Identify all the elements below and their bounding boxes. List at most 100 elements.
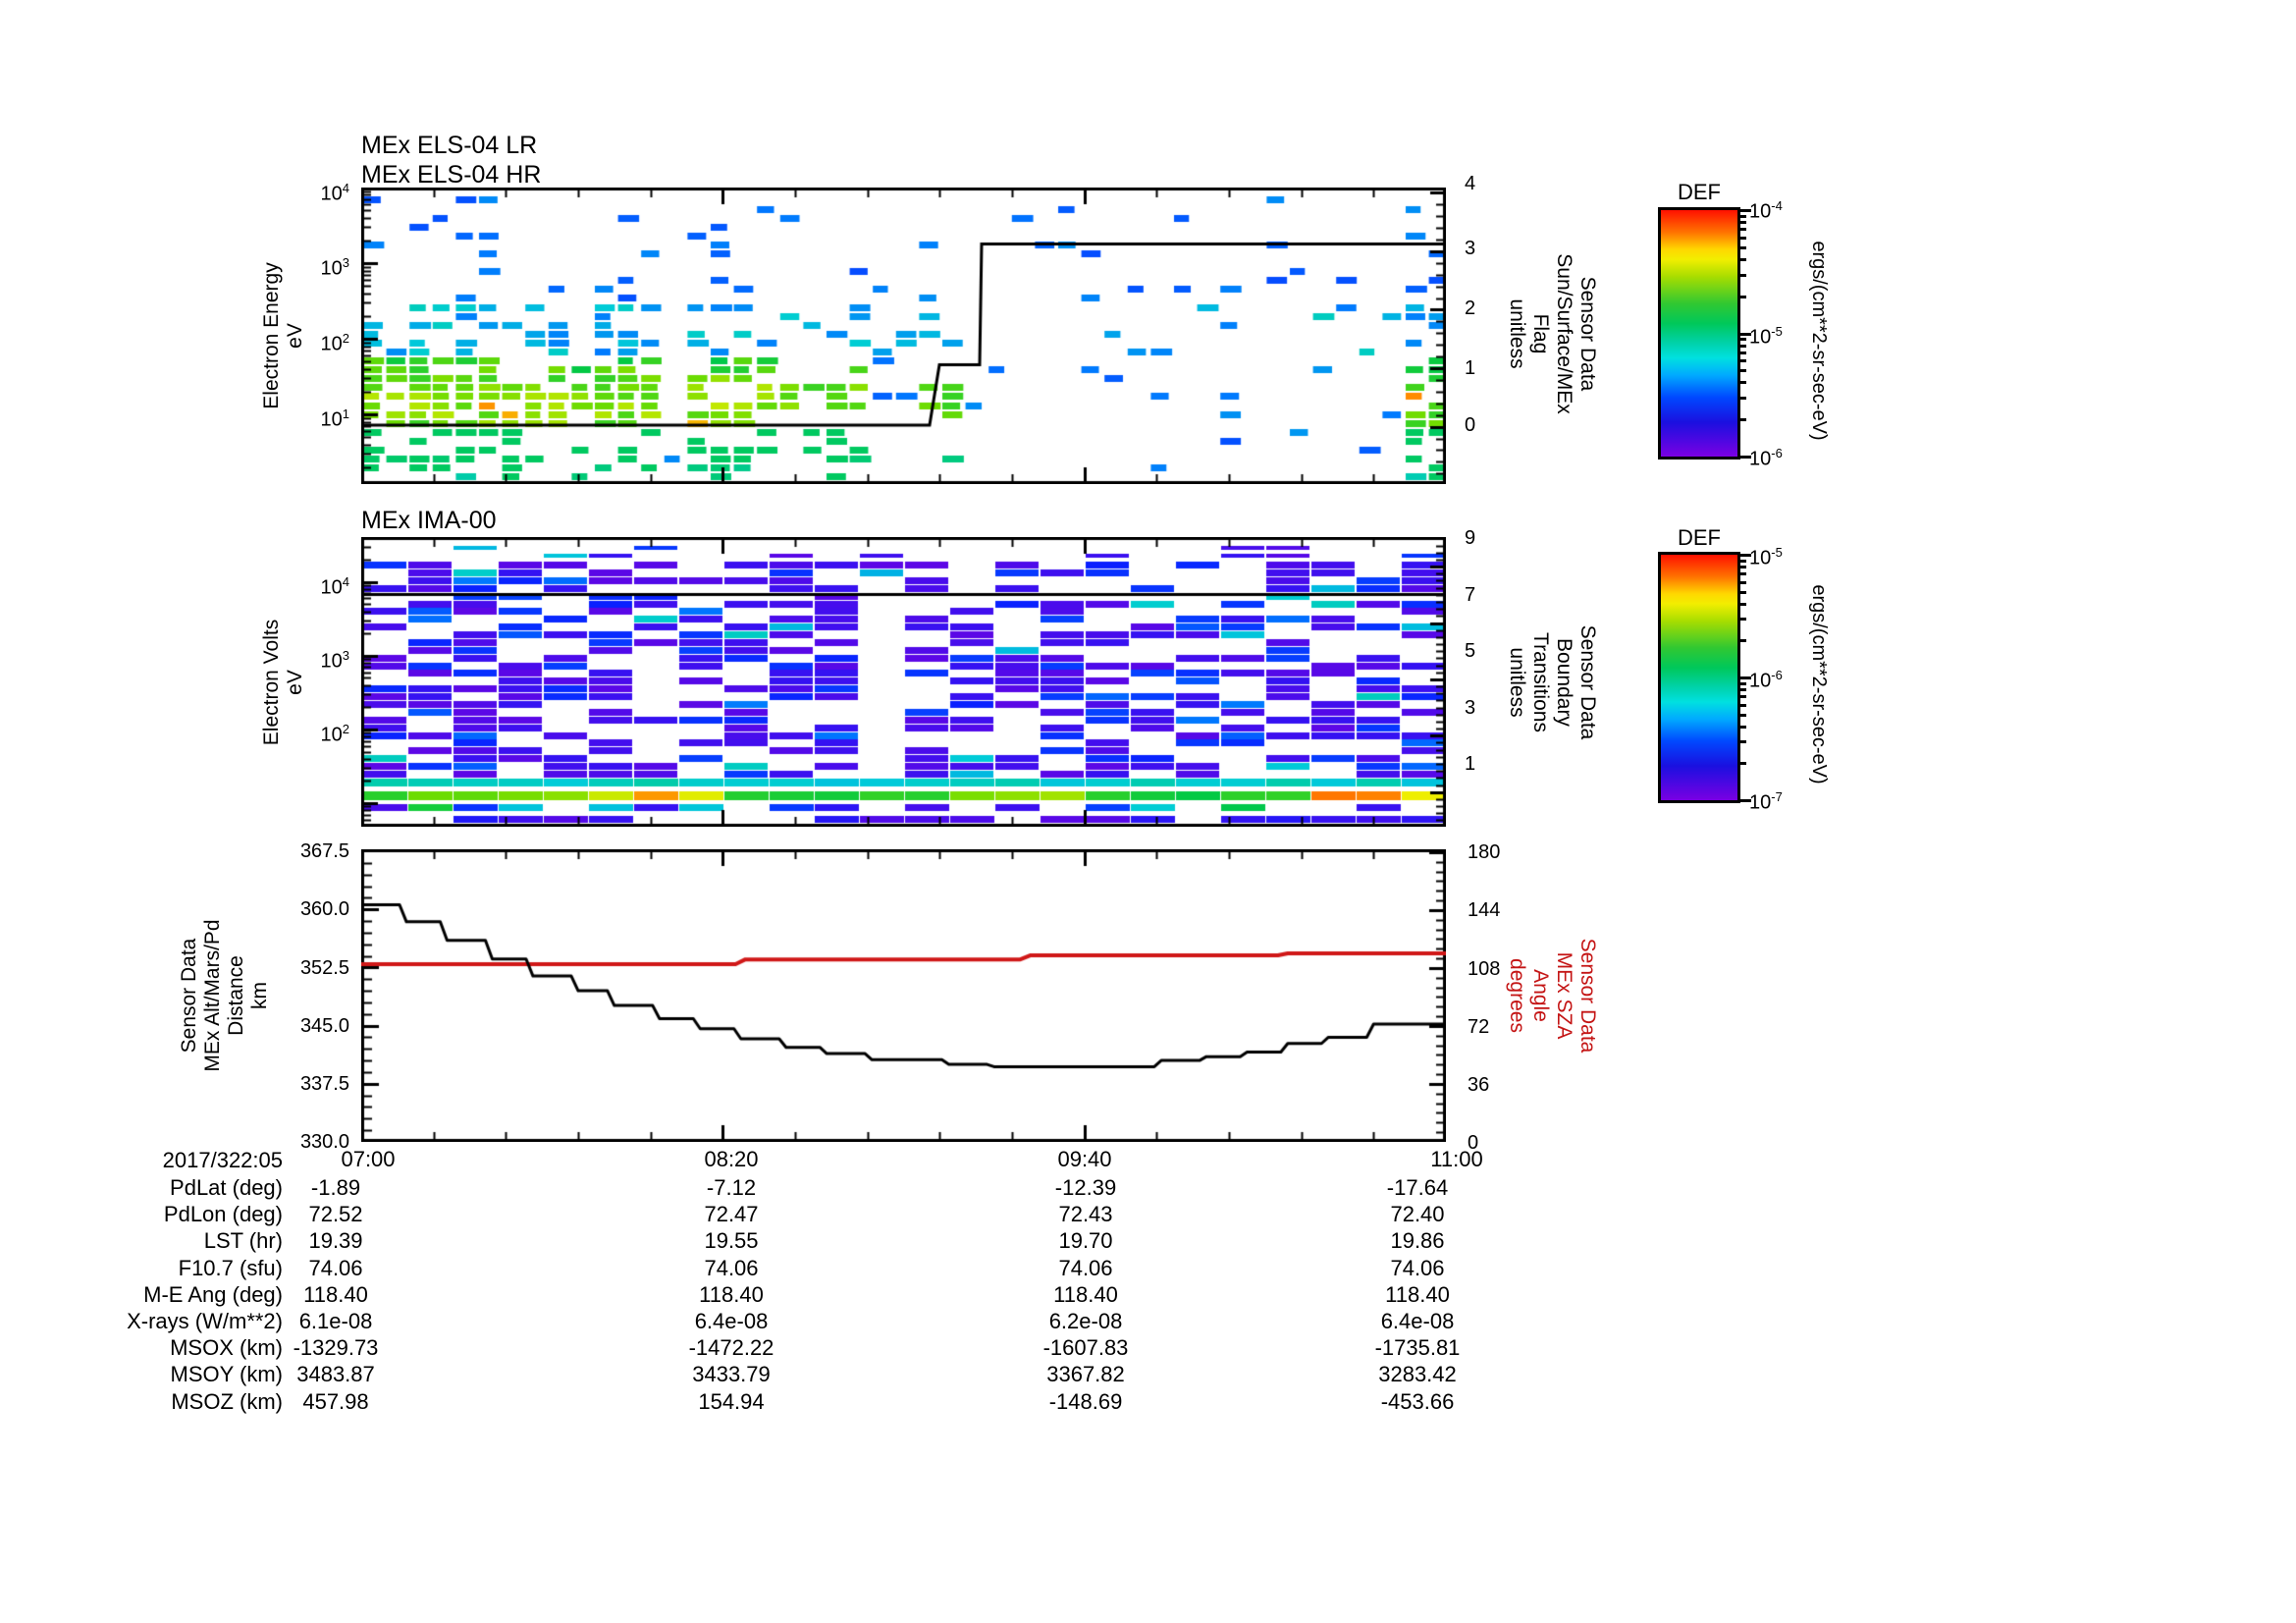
x-time-label: 11:00 <box>1430 1147 1483 1171</box>
table-cell: 118.40 <box>699 1281 764 1307</box>
table-cell: 118.40 <box>1053 1281 1118 1307</box>
table-cell: 72.43 <box>1058 1202 1113 1227</box>
colorbar-1-tick <box>1739 418 1746 422</box>
colorbar-2-tick-label: 10-5 <box>1749 545 1783 569</box>
table-cell: 3367.82 <box>1046 1362 1125 1387</box>
colorbar-2-tick <box>1739 740 1746 744</box>
colorbar-1-tick-major <box>1739 456 1751 459</box>
els-ytick-label: 104 <box>320 181 349 205</box>
table-cell: 74.06 <box>1058 1255 1113 1280</box>
colorbar-2-tick-major <box>1739 676 1751 679</box>
table-cell: 74.06 <box>308 1255 363 1280</box>
table-row-label: M-E Ang (deg) <box>143 1281 283 1307</box>
colorbar-1-tick <box>1739 344 1746 348</box>
table-cell: 3433.79 <box>692 1362 771 1387</box>
x-time-label: 07:00 <box>341 1147 396 1171</box>
colorbar-1-tick <box>1739 236 1746 240</box>
colorbar-2-tick <box>1739 681 1746 685</box>
ts-ytick-label: 367.5 <box>299 840 349 862</box>
els-title-line-2: MEx ELS-04 HR <box>361 161 542 189</box>
colorbar-1-tick <box>1739 214 1746 218</box>
x-time-label: 09:40 <box>1057 1147 1112 1171</box>
table-cell: -17.64 <box>1386 1175 1449 1200</box>
ima-spectrogram-panel <box>361 537 1446 827</box>
colorbar-1-tick <box>1739 351 1746 354</box>
ts-ytick-label: 360.0 <box>299 898 349 920</box>
table-cell: 19.55 <box>704 1228 759 1254</box>
colorbar-1-tick-major <box>1739 332 1751 336</box>
ts-ytick-label: 352.5 <box>299 957 349 979</box>
ts-rtick-label: 0 <box>1468 1132 1479 1154</box>
colorbar-2-unit-label: ergs/(cm**2-sr-sec-eV) <box>1808 584 1830 784</box>
table-cell: -1607.83 <box>1042 1335 1129 1361</box>
table-cell: -1329.73 <box>293 1335 379 1361</box>
table-row-label: MSOY (km) <box>170 1362 283 1387</box>
colorbar-1-gradient <box>1661 210 1737 457</box>
ts-right-axis-label: Sensor Data MEx SZA Angle degrees <box>1506 938 1599 1054</box>
table-cell: -1735.81 <box>1374 1335 1461 1361</box>
table-cell: 72.40 <box>1390 1202 1445 1227</box>
colorbar-1-tick-label: 10-4 <box>1749 198 1783 223</box>
colorbar-2-tick <box>1739 566 1746 569</box>
table-cell: 118.40 <box>303 1281 368 1307</box>
ts-rtick-label: 144 <box>1468 899 1501 921</box>
colorbar-1-tick <box>1739 273 1746 277</box>
ts-ytick-label: 337.5 <box>299 1073 349 1095</box>
colorbar-2-tick <box>1739 762 1746 766</box>
colorbar-1-tick <box>1739 338 1746 342</box>
colorbar-2-tick <box>1739 639 1746 643</box>
table-cell: -1472.22 <box>688 1335 774 1361</box>
colorbar-1-tick-label: 10-6 <box>1749 446 1783 470</box>
ima-right-axis-label: Sensor Data Boundary Transitions unitless <box>1506 624 1599 740</box>
timeseries-panel <box>361 849 1446 1142</box>
table-cell: 19.86 <box>1390 1228 1445 1254</box>
table-row-label: X-rays (W/m**2) <box>127 1309 283 1333</box>
colorbar-2-tick <box>1739 618 1746 622</box>
ima-title: MEx IMA-00 <box>361 507 497 534</box>
table-row-label: MSOX (km) <box>170 1335 283 1361</box>
colorbar-2-tick <box>1739 590 1746 594</box>
els-title-line-1: MEx ELS-04 LR <box>361 132 538 159</box>
date-label: 2017/322:05 <box>162 1148 283 1172</box>
ima-ytick-label: 102 <box>320 722 349 746</box>
table-cell: 3483.87 <box>296 1362 375 1387</box>
table-row-label: PdLat (deg) <box>170 1175 283 1200</box>
colorbar-1-tick <box>1739 228 1746 232</box>
colorbar-1-tick <box>1739 381 1746 385</box>
colorbar-1-tick-major <box>1739 209 1751 212</box>
els-ytick-label: 103 <box>320 255 349 280</box>
table-row-label: LST (hr) <box>203 1228 283 1254</box>
colorbar-1-tick <box>1739 257 1746 261</box>
ima-rtick-label: 3 <box>1465 697 1476 719</box>
ts-ytick-label: 345.0 <box>299 1015 349 1037</box>
table-cell: 154.94 <box>698 1388 765 1414</box>
els-rtick-label: 4 <box>1465 173 1476 194</box>
colorbar-1-tick <box>1739 359 1746 363</box>
colorbar-1-tick <box>1739 397 1746 401</box>
els-right-axis-label: Sensor Data Sun/Surface/MEx Flag unitless <box>1506 253 1599 414</box>
ts-ytick-label: 330.0 <box>299 1131 349 1153</box>
table-cell: 6.2e-08 <box>1048 1309 1123 1333</box>
table-cell: -148.69 <box>1048 1388 1123 1414</box>
table-cell: 19.39 <box>308 1228 363 1254</box>
els-rtick-label: 0 <box>1465 414 1476 436</box>
ima-ytick-label: 103 <box>320 648 349 673</box>
table-cell: -7.12 <box>706 1175 757 1200</box>
x-time-label: 08:20 <box>704 1147 759 1171</box>
ima-ytick-label: 104 <box>320 574 349 599</box>
table-cell: 6.4e-08 <box>694 1309 769 1333</box>
colorbar-1-title: DEF <box>1678 180 1721 204</box>
table-row-label: MSOZ (km) <box>171 1388 283 1414</box>
table-cell: 6.1e-08 <box>298 1309 373 1333</box>
colorbar-2-title: DEF <box>1678 525 1721 550</box>
colorbar-2-tick-label: 10-7 <box>1749 789 1783 814</box>
colorbar-2-tick <box>1739 572 1746 576</box>
els-rtick-label: 3 <box>1465 238 1476 259</box>
table-cell: 118.40 <box>1385 1281 1450 1307</box>
colorbar-1-tick <box>1739 295 1746 298</box>
colorbar-2-gradient <box>1661 555 1737 800</box>
table-cell: 74.06 <box>1390 1255 1445 1280</box>
colorbar-1-unit-label: ergs/(cm**2-sr-sec-eV) <box>1808 241 1830 441</box>
colorbar-2-tick-major <box>1739 799 1751 802</box>
